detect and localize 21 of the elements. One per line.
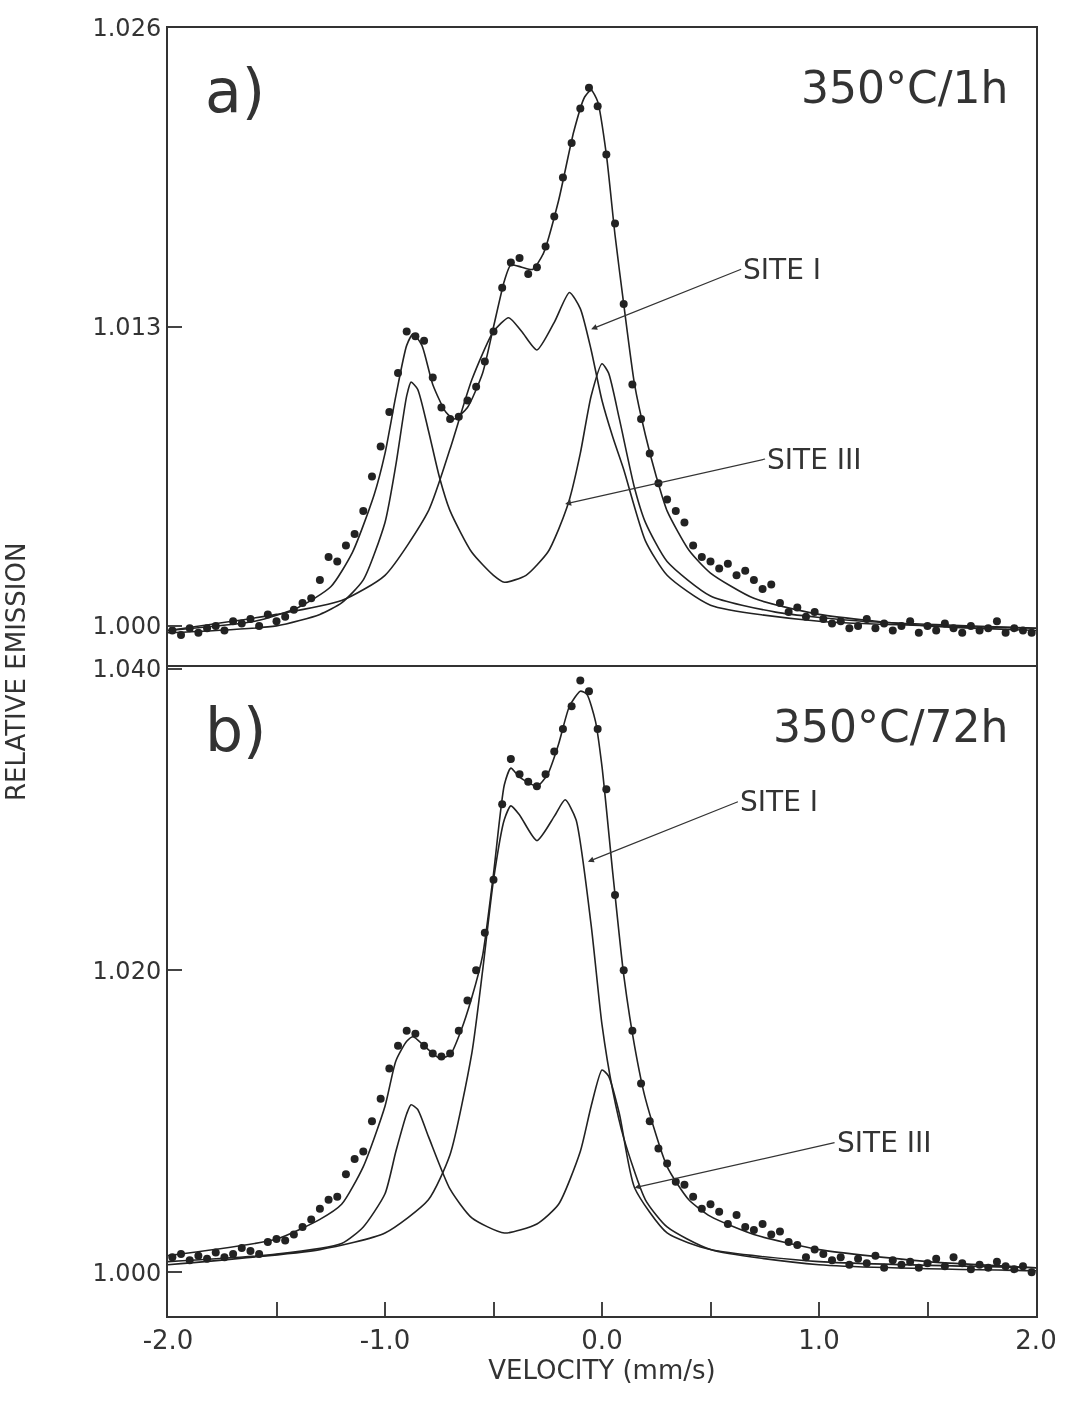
annotation: SITE III	[767, 443, 862, 476]
y-tick-label: 1.000	[92, 612, 162, 641]
x-tick-label: -1.0	[359, 1325, 411, 1356]
y-tick-label: 1.020	[92, 956, 162, 985]
annotation: 350°C/72h	[773, 701, 1009, 752]
annotation: b)	[205, 695, 267, 765]
x-tick-label: 1.0	[798, 1325, 840, 1356]
annotation: 350°C/1h	[801, 62, 1009, 113]
y-tick-label: 1.040	[92, 654, 162, 683]
annotation: SITE III	[837, 1126, 932, 1159]
y-tick-label: 1.000	[92, 1258, 162, 1287]
annotation: SITE I	[743, 253, 821, 286]
y-tick-label: 1.026	[92, 14, 162, 43]
y-tick-label: 1.013	[92, 313, 162, 342]
x-tick-label: -2.0	[142, 1325, 194, 1356]
y-axis-title: RELATIVE EMISSION	[1, 542, 32, 802]
x-tick-label: 0.0	[581, 1325, 623, 1356]
x-axis-title: VELOCITY (mm/s)	[488, 1355, 716, 1386]
annotation: SITE I	[740, 785, 818, 818]
annotation: a)	[205, 56, 266, 126]
x-tick-label: 2.0	[1015, 1325, 1057, 1356]
